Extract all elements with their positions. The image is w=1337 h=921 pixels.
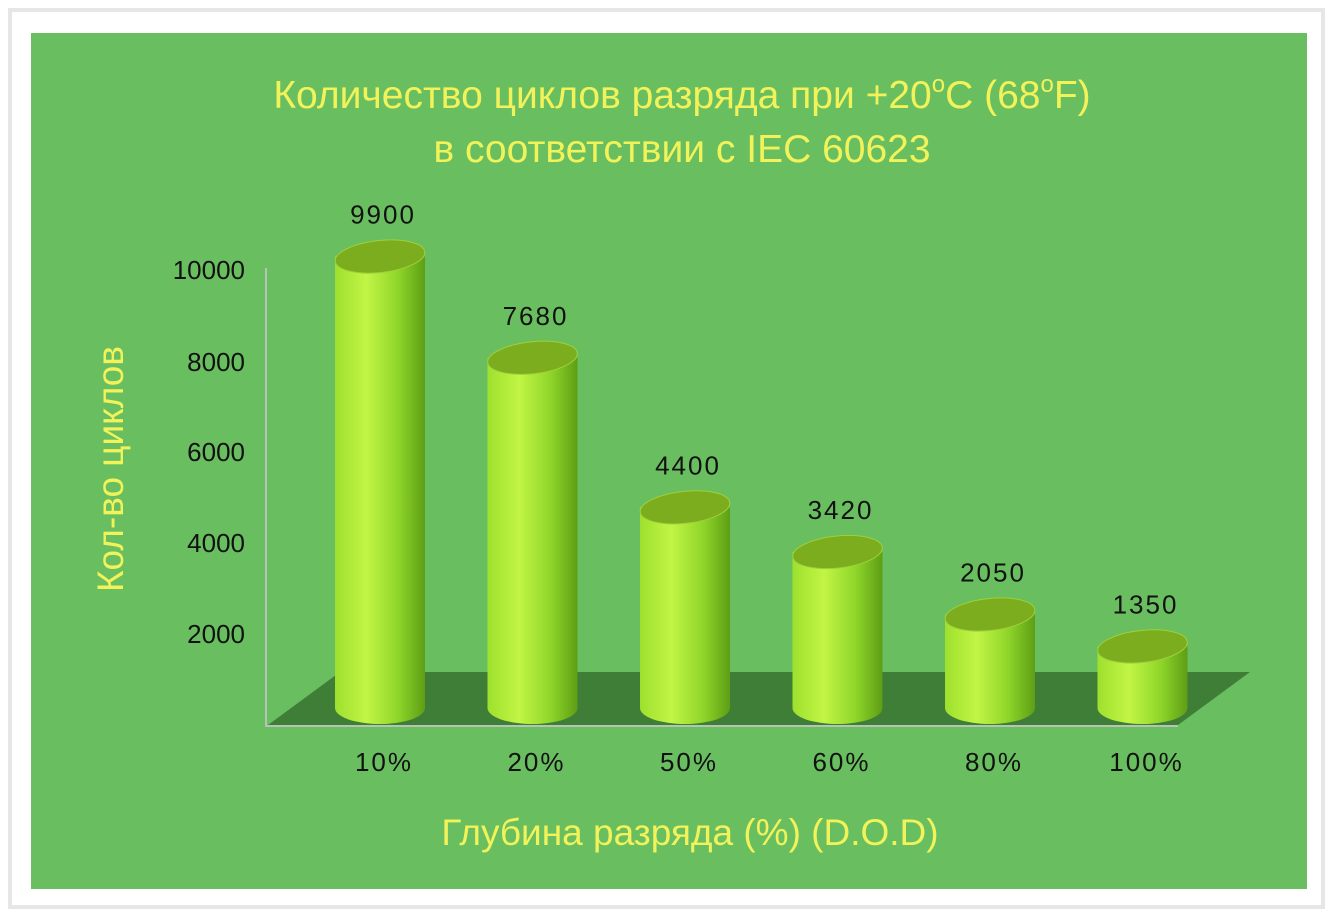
- bar-body: [792, 552, 883, 724]
- bar-body: [487, 357, 578, 724]
- bar-50pct: 4400: [639, 450, 731, 724]
- bar-20pct: 7680: [487, 301, 578, 724]
- x-axis-title: Глубина разряда (%) (D.O.D): [441, 812, 938, 853]
- y-tick-label: 6000: [187, 437, 245, 467]
- x-tick-label: 10%: [355, 747, 413, 777]
- x-tick-label: 80%: [965, 747, 1023, 777]
- data-label: 2050: [960, 558, 1026, 588]
- chart-title-line1: Количество циклов разряда при +20oC (68o…: [273, 71, 1090, 117]
- y-tick-label: 4000: [187, 528, 245, 558]
- bar-top: [334, 239, 426, 274]
- chart-title-line2: в соответствии с IEC 60623: [433, 128, 930, 171]
- bar-body: [640, 507, 730, 724]
- y-tick-label: 2000: [187, 619, 245, 649]
- data-label: 3420: [808, 495, 874, 525]
- data-label: 9900: [350, 200, 416, 230]
- bar-body: [945, 614, 1035, 724]
- y-tick-label: 10000: [173, 255, 245, 285]
- x-tick-label: 60%: [812, 747, 870, 777]
- y-tick-label: 8000: [187, 347, 245, 377]
- bar-top: [639, 490, 731, 525]
- bar-body: [335, 256, 425, 724]
- bar-60pct: 3420: [792, 495, 883, 724]
- bar-body: [1097, 646, 1188, 724]
- bar-top: [487, 340, 578, 375]
- bar-100pct: 1350: [1097, 589, 1188, 724]
- data-label: 1350: [1113, 589, 1179, 619]
- x-tick-label: 20%: [507, 747, 565, 777]
- data-label: 7680: [503, 301, 569, 331]
- data-label: 4400: [655, 450, 721, 480]
- bar-80pct: 2050: [944, 558, 1036, 724]
- bar-10pct: 9900: [334, 200, 426, 724]
- x-tick-label: 100%: [1109, 747, 1184, 777]
- bar-top: [792, 534, 883, 570]
- bar-top: [944, 597, 1036, 632]
- y-axis-title: Кол-во циклов: [90, 346, 131, 592]
- chart-background: [31, 33, 1307, 889]
- x-tick-label: 50%: [660, 747, 718, 777]
- bar-top: [1097, 629, 1188, 664]
